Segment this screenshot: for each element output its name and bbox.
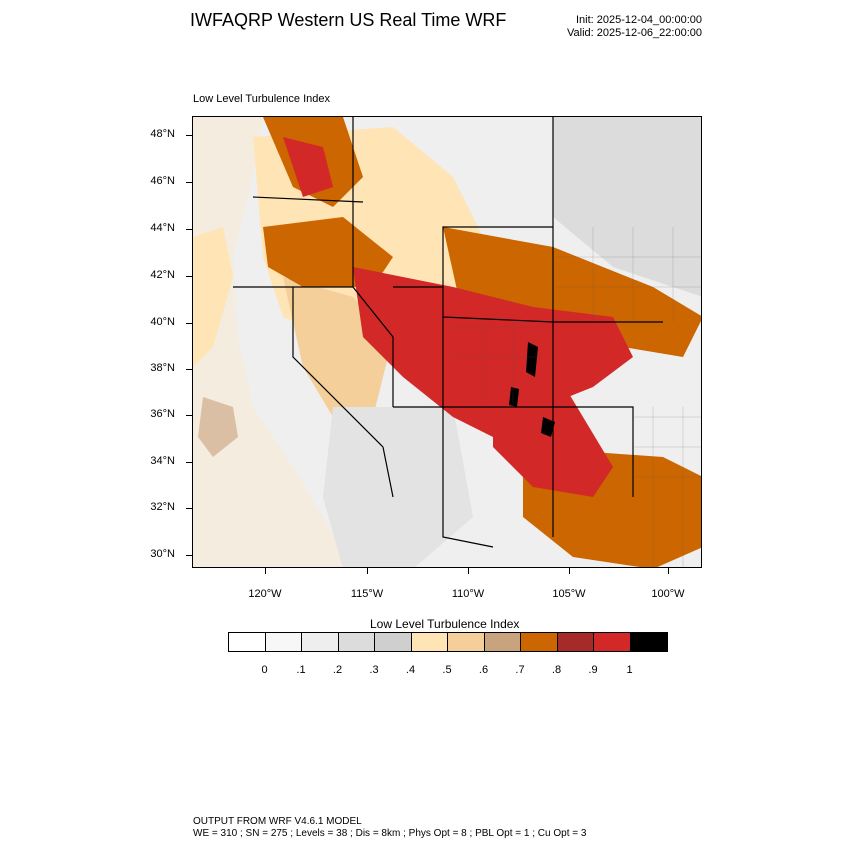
colorbar-label: 1 [626, 664, 633, 676]
colorbar-label: .4 [405, 664, 416, 676]
colorbar-swatch [594, 633, 631, 651]
lat-label-44: 44°N [150, 222, 175, 234]
lat-label-36: 36°N [150, 408, 175, 420]
turbulence-map [192, 116, 702, 568]
lon-tick [367, 568, 368, 574]
footer-line-2: WE = 310 ; SN = 275 ; Levels = 38 ; Dis … [193, 828, 587, 839]
lat-label-46: 46°N [150, 175, 175, 187]
init-time: Init: 2025-12-04_00:00:00 [576, 14, 702, 26]
lat-tick [186, 276, 192, 277]
colorbar-label: .8 [551, 664, 562, 676]
lat-tick [186, 369, 192, 370]
colorbar-swatch [265, 633, 302, 651]
lon-tick [468, 568, 469, 574]
state-boundaries [233, 117, 663, 548]
colorbar-swatch [630, 633, 667, 651]
lat-label-30: 30°N [150, 548, 175, 560]
footer-line-1: OUTPUT FROM WRF V4.6.1 MODEL [193, 816, 362, 827]
lat-tick [186, 135, 192, 136]
colorbar-swatch [557, 633, 594, 651]
lat-label-40: 40°N [150, 316, 175, 328]
county-lines [453, 227, 701, 567]
colorbar [228, 632, 668, 652]
lon-label-110: 110°W [451, 588, 485, 600]
lat-tick [186, 508, 192, 509]
lat-label-34: 34°N [150, 455, 175, 467]
footer: OUTPUT FROM WRF V4.6.1 MODEL WE = 310 ; … [193, 816, 586, 840]
init-valid-block: Init: 2025-12-04_00:00:00 Valid: 2025-12… [567, 14, 702, 40]
peak-black-2 [509, 387, 519, 407]
ocean-patch [198, 397, 238, 457]
colorbar-swatch [375, 633, 412, 651]
lon-tick [569, 568, 570, 574]
colorbar-swatch [338, 633, 375, 651]
lon-tick [668, 568, 669, 574]
lon-label-100: 100°W [651, 588, 685, 600]
colorbar-label: .7 [515, 664, 525, 676]
ocean-light-turbulence [193, 227, 233, 367]
lon-label-120: 120°W [248, 588, 282, 600]
colorbar-label: .2 [332, 664, 343, 676]
colorbar-swatch [302, 633, 339, 651]
map-caption: Low Level Turbulence Index [193, 93, 330, 105]
lat-tick [186, 555, 192, 556]
lat-label-42: 42°N [150, 269, 175, 281]
colorbar-label: .3 [369, 664, 379, 676]
lat-label-48: 48°N [150, 128, 175, 140]
peak-black-3 [541, 417, 555, 437]
southwest-desert-zone [323, 407, 473, 567]
lat-tick [186, 229, 192, 230]
lat-tick [186, 182, 192, 183]
central-orange-zone [443, 227, 701, 357]
colorbar-title: Low Level Turbulence Index [370, 617, 520, 631]
colorbar-label: .6 [478, 664, 489, 676]
colorbar-label: 0 [261, 664, 268, 676]
lat-tick [186, 323, 192, 324]
lat-label-32: 32°N [150, 501, 175, 513]
colorbar-label: .9 [588, 664, 598, 676]
pacific-region [193, 117, 352, 567]
lon-label-115: 115°W [350, 588, 384, 600]
main-title: IWFAQRP Western US Real Time WRF [190, 10, 507, 30]
peak-black-1 [526, 342, 538, 377]
colorbar-swatch [484, 633, 521, 651]
lon-tick [265, 568, 266, 574]
colorbar-swatch [411, 633, 448, 651]
colorbar-swatch [521, 633, 558, 651]
cascades-red-zone [283, 137, 333, 197]
northern-plains-zone [553, 117, 701, 297]
lat-tick [186, 415, 192, 416]
lon-label-105: 105°W [552, 588, 586, 600]
colorbar-swatch [448, 633, 485, 651]
colorbar-label: .5 [442, 664, 452, 676]
lat-label-38: 38°N [150, 362, 175, 374]
map-svg [193, 117, 701, 567]
colorbar-swatch [229, 633, 266, 651]
colorbar-label: .1 [296, 664, 306, 676]
lat-tick [186, 462, 192, 463]
valid-time: Valid: 2025-12-06_22:00:00 [567, 27, 702, 39]
